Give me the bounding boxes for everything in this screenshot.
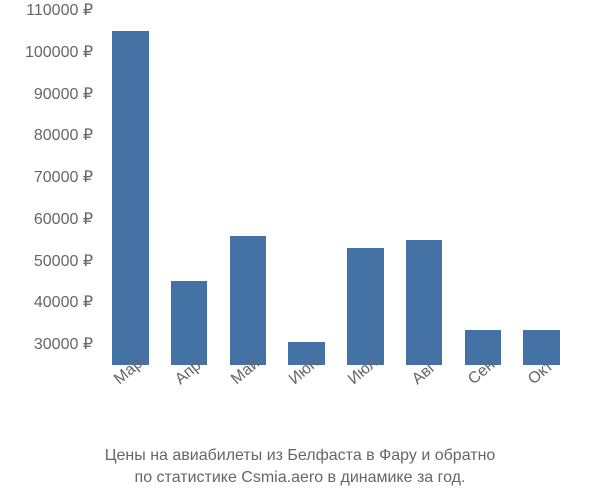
bar <box>112 31 148 365</box>
chart-caption: Цены на авиабилеты из Белфаста в Фару и … <box>0 445 600 488</box>
caption-line: Цены на авиабилеты из Белфаста в Фару и … <box>0 445 600 467</box>
y-tick-label: 60000 ₽ <box>34 209 101 229</box>
y-tick-label: 110000 ₽ <box>26 0 101 20</box>
y-tick-label: 70000 ₽ <box>34 167 101 187</box>
y-tick-label: 40000 ₽ <box>34 292 101 312</box>
y-tick-label: 100000 ₽ <box>25 42 101 62</box>
y-tick-label: 30000 ₽ <box>34 334 101 354</box>
bar <box>406 240 442 365</box>
bar <box>171 281 207 365</box>
y-tick-label: 80000 ₽ <box>34 125 101 145</box>
y-tick-label: 50000 ₽ <box>34 251 101 271</box>
bar <box>347 248 383 365</box>
plot-area: 30000 ₽40000 ₽50000 ₽60000 ₽70000 ₽80000… <box>100 10 571 365</box>
caption-line: по статистике Csmia.aero в динамике за г… <box>0 467 600 489</box>
price-chart: 30000 ₽ 40000 ₽ 50000 ₽ 60000 ₽ 70000 ₽ 80000… <box>0 0 600 500</box>
bar <box>230 236 266 365</box>
y-tick-label: 90000 ₽ <box>34 84 101 104</box>
